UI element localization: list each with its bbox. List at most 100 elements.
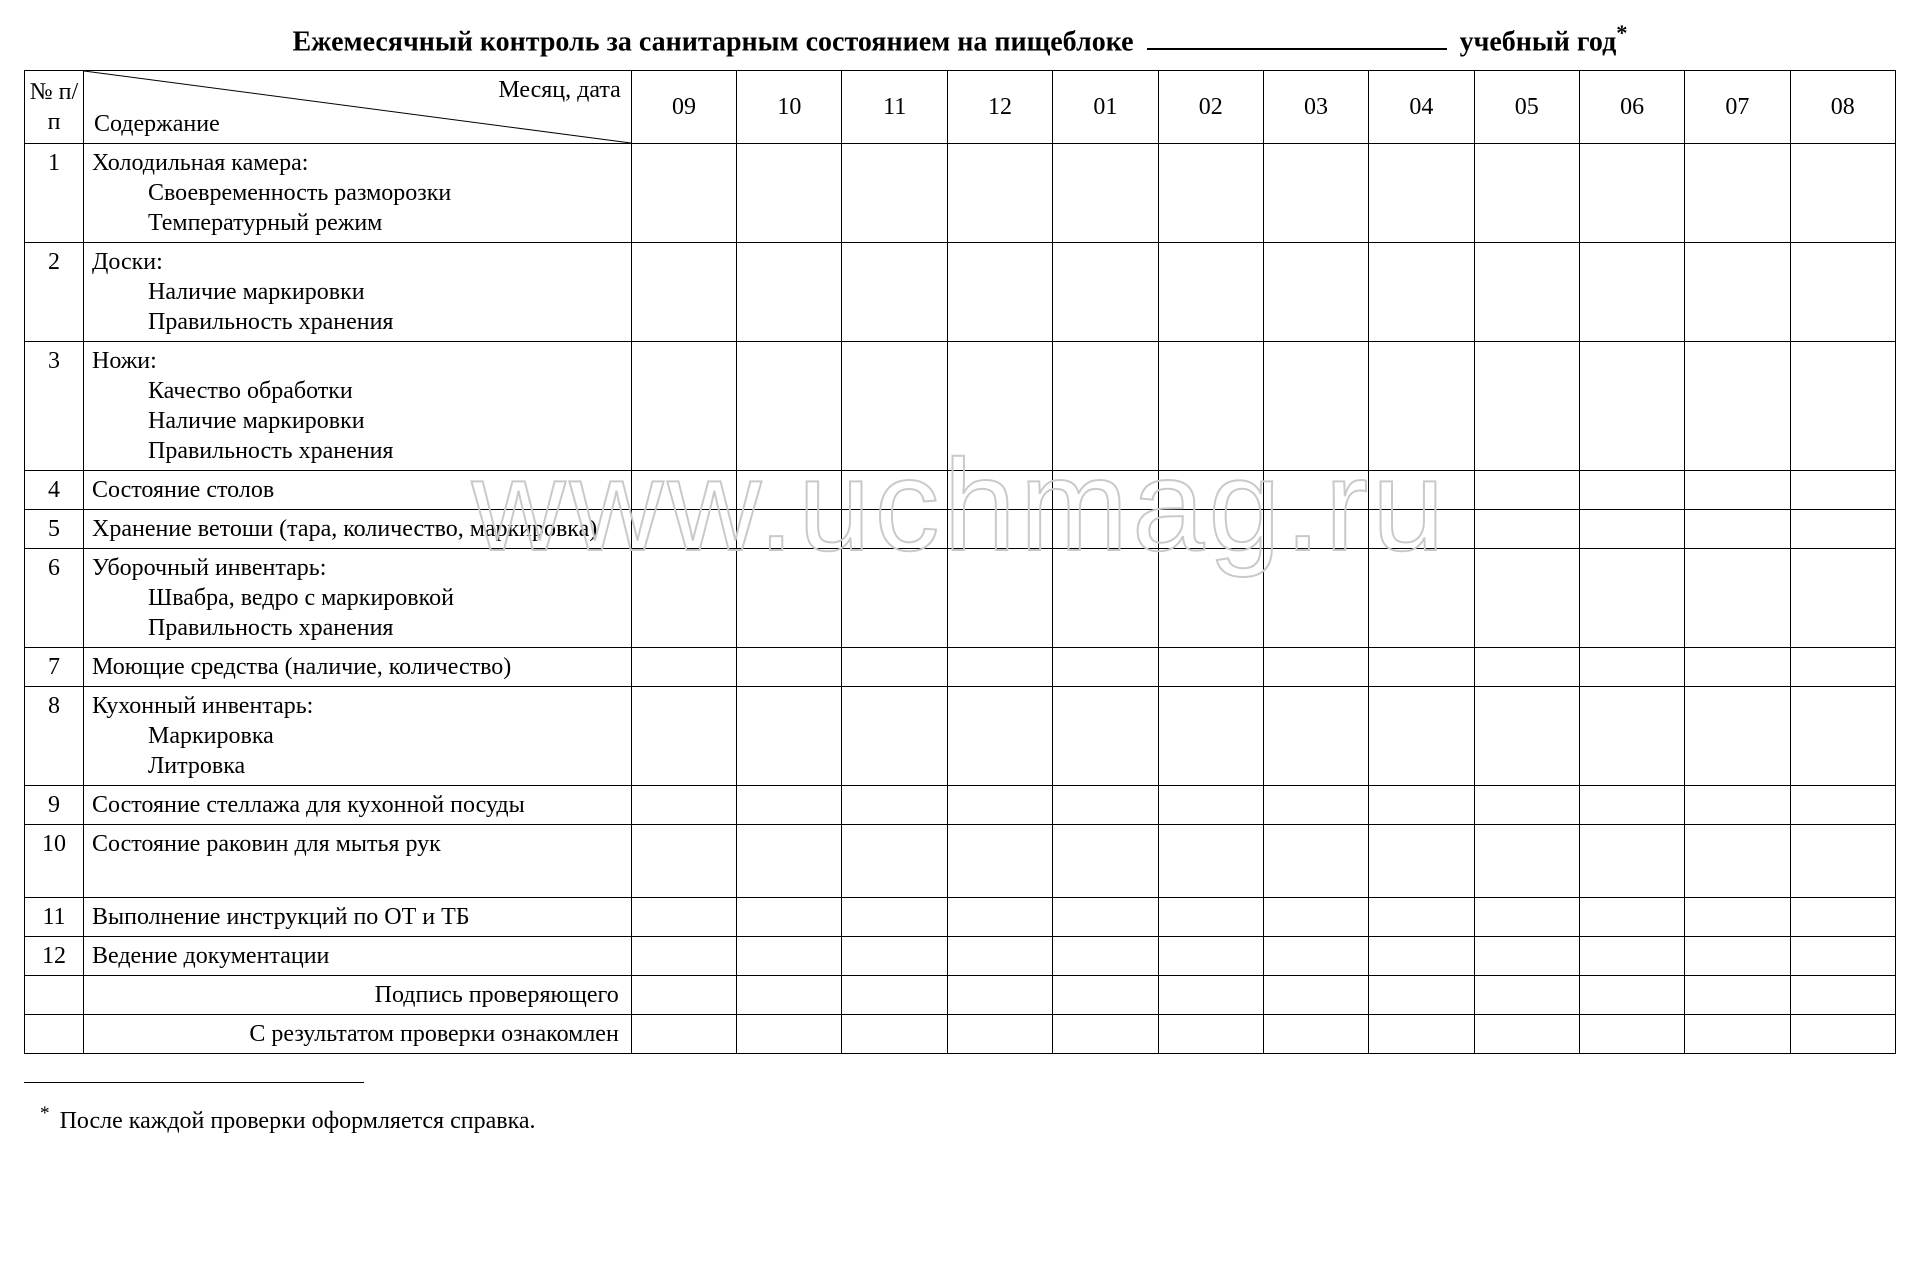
page-title: Ежемесячный контроль за санитарным состо… [24,20,1896,58]
month-cell [1158,976,1263,1015]
month-cell [1369,898,1474,937]
content-main: Доски: [92,247,623,277]
month-cell [1790,898,1895,937]
month-cell [1579,937,1684,976]
month-cell [842,471,947,510]
month-cell [1053,825,1158,898]
month-cell [842,937,947,976]
month-cell [1579,825,1684,898]
content-main: Состояние столов [92,475,623,505]
content-sub: Качество обработки [92,376,623,406]
month-cell [631,342,736,471]
month-cell [1263,549,1368,648]
month-cell [1158,510,1263,549]
month-cell [1369,825,1474,898]
header-diagonal: Месяц, дата Содержание [83,71,631,144]
header-month: 05 [1474,71,1579,144]
row-number: 6 [25,549,84,648]
table-row: 7 Моющие средства (наличие, количество) [25,648,1896,687]
content-main: Хранение ветоши (тара, количество, марки… [92,514,623,544]
month-cell [1685,342,1790,471]
content-sub: Температурный режим [92,208,623,238]
month-cell [1263,786,1368,825]
row-content: Моющие средства (наличие, количество) [83,648,631,687]
footnote: * После каждой проверки оформляется спра… [24,1103,1896,1135]
month-cell [1158,243,1263,342]
month-cell [1685,549,1790,648]
month-cell [842,1015,947,1054]
month-cell [1685,937,1790,976]
table-body: 1Холодильная камера:Своевременность разм… [25,144,1896,1054]
signature-row: Подпись проверяющего [25,976,1896,1015]
footnote-text: После каждой проверки оформляется справк… [60,1108,536,1134]
month-cell [631,549,736,648]
month-cell [1474,471,1579,510]
month-cell [631,471,736,510]
page: Ежемесячный контроль за санитарным состо… [0,0,1920,1273]
row-number: 9 [25,786,84,825]
month-cell [631,510,736,549]
row-number: 11 [25,898,84,937]
month-cell [1263,471,1368,510]
month-cell [1474,648,1579,687]
month-cell [1474,510,1579,549]
table-row: 11Выполнение инструкций по ОТ и ТБ [25,898,1896,937]
month-cell [842,648,947,687]
month-cell [1474,1015,1579,1054]
month-cell [1053,144,1158,243]
month-cell [1474,243,1579,342]
month-cell [1474,786,1579,825]
header-month: 09 [631,71,736,144]
month-cell [1474,937,1579,976]
month-cell [737,1015,842,1054]
month-cell [1263,510,1368,549]
month-cell [1474,687,1579,786]
month-cell [1579,1015,1684,1054]
month-cell [631,243,736,342]
month-cell [1579,687,1684,786]
header-month: 06 [1579,71,1684,144]
month-cell [1474,342,1579,471]
month-cell [947,549,1052,648]
row-content: Состояние стеллажа для кухонной посуды [83,786,631,825]
content-sub: Своевременность разморозки [92,178,623,208]
month-cell [737,898,842,937]
content-main: Моющие средства (наличие, количество) [92,652,623,682]
month-cell [737,510,842,549]
content-sub: Маркировка [92,721,623,751]
header-month: 07 [1685,71,1790,144]
month-cell [842,510,947,549]
row-content: Уборочный инвентарь:Швабра, ведро с марк… [83,549,631,648]
header-month: 02 [1158,71,1263,144]
month-cell [1263,898,1368,937]
month-cell [1790,243,1895,342]
month-cell [737,825,842,898]
row-number: 12 [25,937,84,976]
month-cell [1263,243,1368,342]
month-cell [1579,976,1684,1015]
month-cell [1053,243,1158,342]
table-row: 5 Хранение ветоши (тара, количество, марк… [25,510,1896,549]
month-cell [1158,786,1263,825]
content-sub: Правильность хранения [92,613,623,643]
row-number: 10 [25,825,84,898]
month-cell [947,687,1052,786]
content-main: Ножи: [92,346,623,376]
month-cell [1474,898,1579,937]
month-cell [1474,144,1579,243]
month-cell [947,1015,1052,1054]
month-cell [1685,976,1790,1015]
table-row: 8Кухонный инвентарь:МаркировкаЛитровка [25,687,1896,786]
table-row: 2Доски:Наличие маркировкиПравильность хр… [25,243,1896,342]
month-cell [947,342,1052,471]
month-cell [1579,786,1684,825]
row-number: 7 [25,648,84,687]
row-number: 5 [25,510,84,549]
month-cell [631,898,736,937]
month-cell [1369,687,1474,786]
month-cell [1158,471,1263,510]
header-diag-bottom: Содержание [94,109,220,139]
content-main: Состояние раковин для мытья рук [92,829,623,859]
header-month: 01 [1053,71,1158,144]
month-cell [1790,471,1895,510]
